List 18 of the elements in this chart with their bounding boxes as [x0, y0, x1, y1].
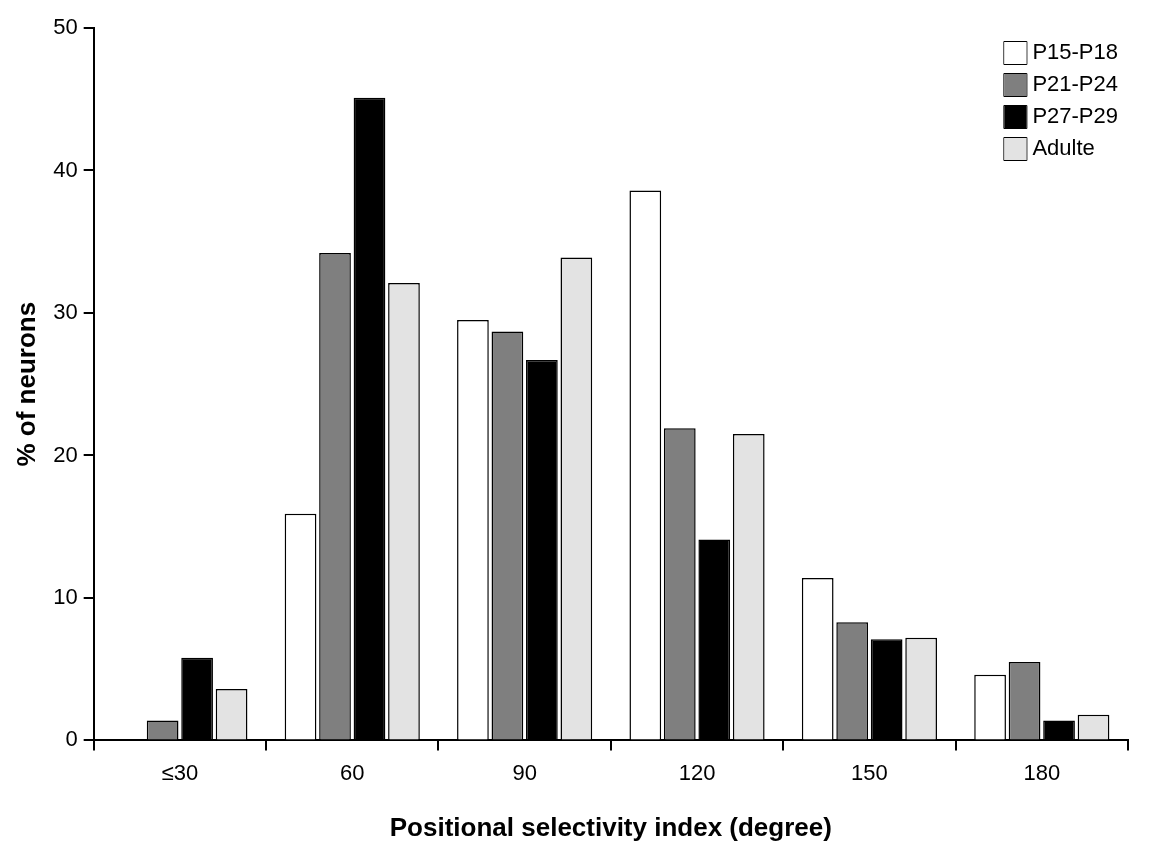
y-tick-label: 0 [65, 726, 78, 752]
x-tick-label: 150 [851, 759, 888, 785]
legend-label: Adulte [1032, 135, 1095, 161]
y-tick-label: 20 [53, 441, 78, 467]
x-tick-label: 60 [340, 759, 365, 785]
x-tick-label: 90 [512, 759, 537, 785]
x-tick-label: 120 [678, 759, 716, 785]
y-tick-label: 30 [53, 299, 78, 325]
legend-label: P21-P24 [1032, 71, 1119, 97]
x-tick-label: 180 [1023, 759, 1061, 785]
y-tick-label: 50 [53, 14, 78, 40]
y-tick-label: 10 [53, 583, 78, 609]
x-tick-label: ≤30 [161, 759, 199, 785]
y-axis-title: % of neurons [10, 301, 41, 467]
legend-label: P15-P18 [1032, 39, 1119, 65]
y-tick-label: 40 [53, 156, 78, 182]
x-axis-title: Positional selectivity index (degree) [389, 811, 832, 842]
legend-label: P27-P29 [1032, 103, 1119, 129]
